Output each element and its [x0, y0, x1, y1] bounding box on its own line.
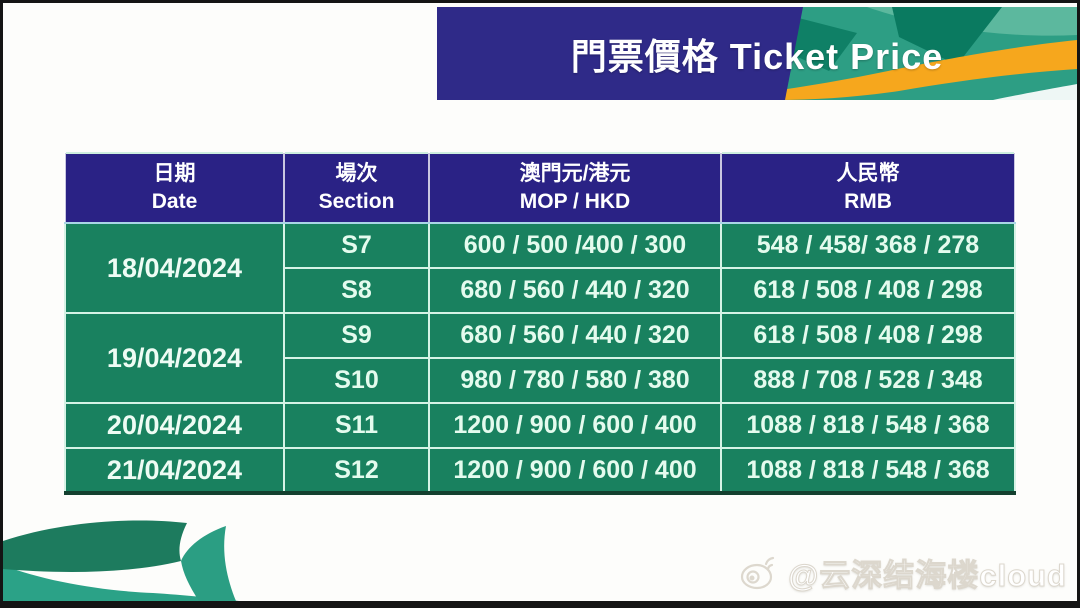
page-title: 門票價格 Ticket Price — [570, 35, 944, 77]
price-rmb-cell: 618 / 508 / 408 / 298 — [720, 267, 1016, 314]
watermark-text: @云深结海楼cloud — [788, 558, 1067, 594]
ticket-price-table: 日期 Date 場次 Section 澳門元/港元 MOP / HKD 人民幣 … — [64, 152, 1016, 495]
table-row: 19/04/2024 S9 680 / 560 / 440 / 320 618 … — [64, 312, 1016, 404]
header-section: 場次 Section — [283, 153, 430, 224]
section-cell: S11 — [283, 402, 430, 449]
header-date: 日期 Date — [64, 153, 285, 224]
section-cell: S7 — [283, 222, 430, 269]
header-mop-en: MOP / HKD — [519, 190, 631, 213]
price-rmb-cell: 618 / 508 / 408 / 298 — [720, 312, 1016, 359]
header-mop-hkd: 澳門元/港元 MOP / HKD — [428, 153, 722, 224]
table-row: 20/04/2024 S11 1200 / 900 / 600 / 400 10… — [64, 402, 1016, 449]
header-row: 日期 Date 場次 Section 澳門元/港元 MOP / HKD 人民幣 … — [64, 153, 1016, 224]
section-cell: S9 — [283, 312, 430, 359]
price-mop-cell: 600 / 500 /400 / 300 — [428, 222, 722, 269]
price-rmb-cell: 1088 / 818 / 548 / 368 — [720, 447, 1016, 494]
table-row: 18/04/2024 S7 600 / 500 /400 / 300 548 /… — [64, 222, 1016, 314]
price-mop-cell: 980 / 780 / 580 / 380 — [428, 357, 722, 404]
title-banner: 門票價格 Ticket Price — [437, 7, 1077, 100]
table-row: S8 680 / 560 / 440 / 320 618 / 508 / 408… — [65, 267, 1016, 314]
header-rmb-en: RMB — [844, 190, 892, 213]
price-mop-cell: 1200 / 900 / 600 / 400 — [428, 447, 722, 494]
date-cell: 21/04/2024 — [64, 447, 285, 494]
price-mop-cell: 680 / 560 / 440 / 320 — [428, 267, 722, 314]
header-rmb: 人民幣 RMB — [720, 153, 1016, 224]
price-mop-cell: 1200 / 900 / 600 / 400 — [428, 402, 722, 449]
table-row: 21/04/2024 S12 1200 / 900 / 600 / 400 10… — [64, 447, 1016, 494]
section-cell: S10 — [283, 357, 430, 404]
header-section-en: Section — [318, 190, 395, 213]
banner-decoration — [437, 7, 1077, 100]
header-date-zh: 日期 — [153, 161, 196, 185]
price-rmb-cell: 548 / 458/ 368 / 278 — [720, 222, 1016, 269]
header-date-en: Date — [151, 190, 198, 213]
watermark: @云深结海楼cloud — [739, 550, 1067, 595]
table-row: S10 980 / 780 / 580 / 380 888 / 708 / 52… — [65, 357, 1016, 404]
header-section-zh: 場次 — [335, 161, 378, 185]
date-cell: 18/04/2024 — [64, 222, 285, 314]
price-mop-cell: 680 / 560 / 440 / 320 — [428, 312, 722, 359]
date-cell: 20/04/2024 — [64, 402, 285, 449]
corner-ribbon-decoration — [3, 520, 239, 601]
section-cell: S12 — [283, 447, 430, 494]
weibo-icon — [741, 556, 775, 589]
price-rmb-cell: 888 / 708 / 528 / 348 — [720, 357, 1016, 404]
section-cell: S8 — [283, 267, 430, 314]
header-rmb-zh: 人民幣 — [836, 161, 900, 185]
header-mop-zh: 澳門元/港元 — [519, 161, 631, 185]
price-rmb-cell: 1088 / 818 / 548 / 368 — [720, 402, 1016, 449]
date-cell: 19/04/2024 — [64, 312, 285, 404]
